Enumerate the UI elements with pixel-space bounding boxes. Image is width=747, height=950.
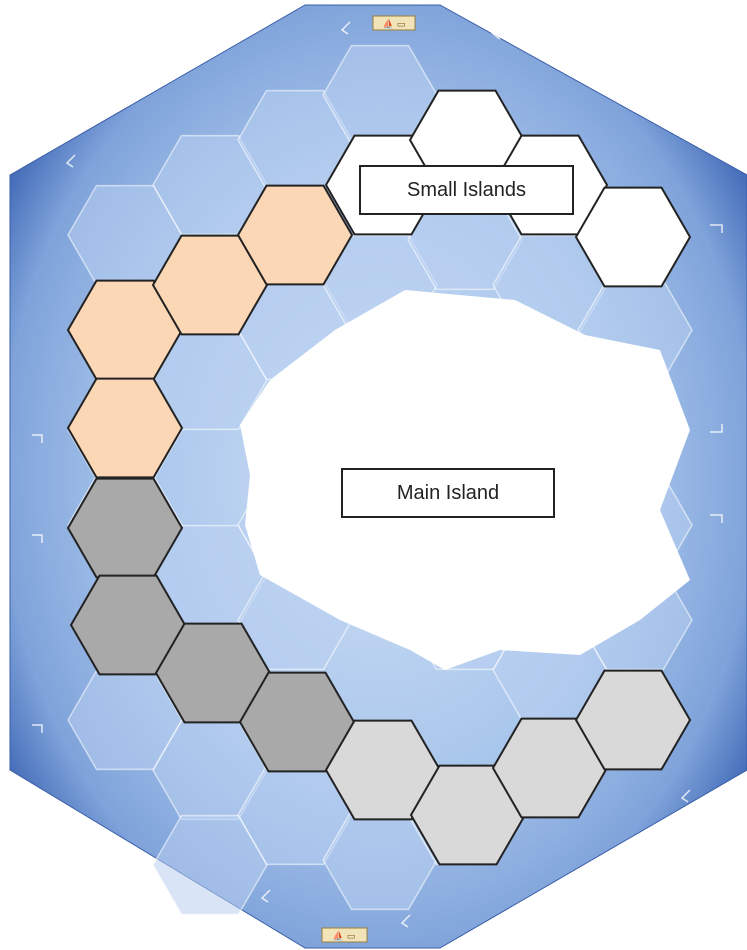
dark-gray-hex[interactable] [238,671,356,773]
bottom-ship-tile-icon: ⛵ ▭ [321,927,368,943]
small-island-hex[interactable] [574,186,692,288]
sea-hex [152,814,268,916]
orange-hex[interactable] [236,184,354,286]
small-islands-label: Small Islands [359,165,574,215]
top-ship-tile-icon: ⛵ ▭ [372,15,416,31]
light-gray-hex[interactable] [324,719,442,821]
frame-seams [32,21,723,928]
light-gray-hex[interactable] [574,669,692,771]
svg-text:⛵ ▭: ⛵ ▭ [383,18,406,30]
main-island-label: Main Island [341,468,555,518]
svg-text:⛵ ▭: ⛵ ▭ [333,930,356,942]
orange-hex[interactable] [66,377,184,479]
